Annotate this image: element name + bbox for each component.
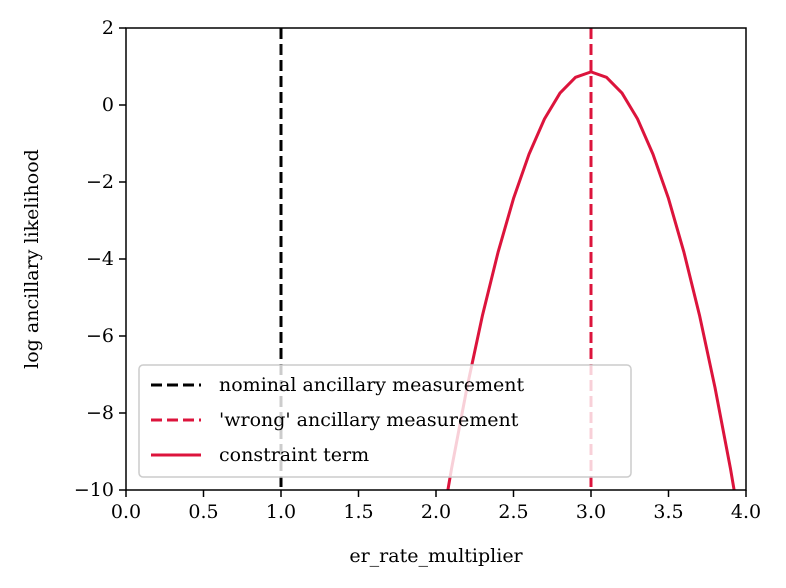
x-tick-label: 1.0 [266, 501, 296, 523]
x-tick-label: 3.5 [653, 501, 683, 523]
legend-label: constraint term [219, 444, 369, 466]
y-tick-label: −4 [86, 248, 114, 270]
x-tick-label: 4.0 [731, 501, 761, 523]
x-axis: 0.0 0.5 1.0 1.5 2.0 2.5 3.0 3.5 4.0 [111, 490, 761, 523]
x-tick-label: 2.0 [421, 501, 451, 523]
legend-label: 'wrong' ancillary measurement [219, 409, 519, 431]
plot-area [279, 28, 736, 490]
x-tick-label: 2.5 [498, 501, 528, 523]
y-axis-title: log ancillary likelihood [21, 149, 43, 369]
x-tick-label: 1.5 [343, 501, 373, 523]
y-tick-label: 2 [102, 17, 114, 39]
legend-box [138, 364, 632, 478]
y-tick-label: −2 [86, 171, 114, 193]
y-axis: 2 0 −2 −4 −6 −8 −10 [74, 17, 126, 501]
legend: nominal ancillary measurement 'wrong' anc… [138, 364, 632, 478]
x-tick-label: 3.0 [576, 501, 606, 523]
y-tick-label: −8 [86, 402, 114, 424]
x-axis-title: er_rate_multiplier [349, 545, 523, 567]
y-tick-label: −10 [74, 479, 114, 501]
series-curve-2 [446, 70, 736, 490]
x-tick-label: 0.5 [188, 501, 218, 523]
legend-label: nominal ancillary measurement [219, 374, 524, 396]
x-tick-label: 0.0 [111, 501, 141, 523]
y-tick-label: 0 [102, 94, 114, 116]
y-tick-label: −6 [86, 325, 114, 347]
